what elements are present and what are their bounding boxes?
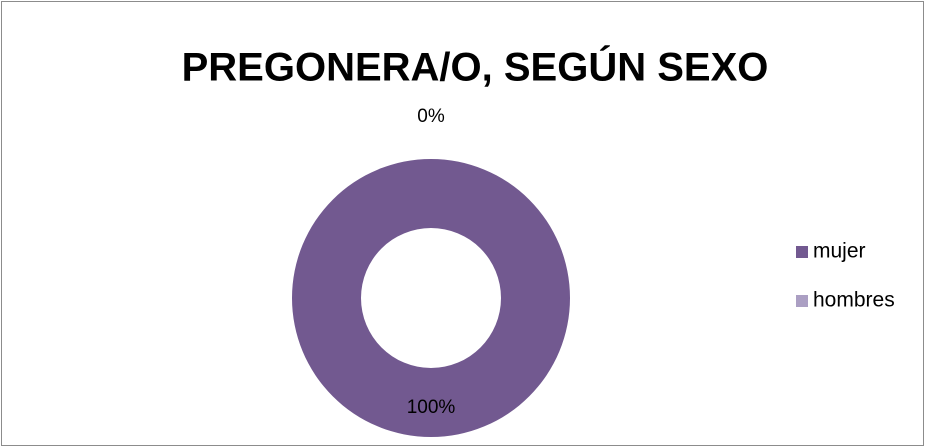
data-label: 0%: [417, 106, 445, 127]
legend-swatch: [796, 295, 808, 307]
donut-segment: [292, 159, 570, 437]
data-label: 100%: [407, 397, 456, 418]
chart-title: PREGONERA/O, SEGÚN SEXO: [182, 44, 769, 90]
legend-label: mujer: [813, 240, 866, 263]
legend-label: hombres: [813, 289, 895, 312]
legend-swatch: [796, 246, 808, 258]
